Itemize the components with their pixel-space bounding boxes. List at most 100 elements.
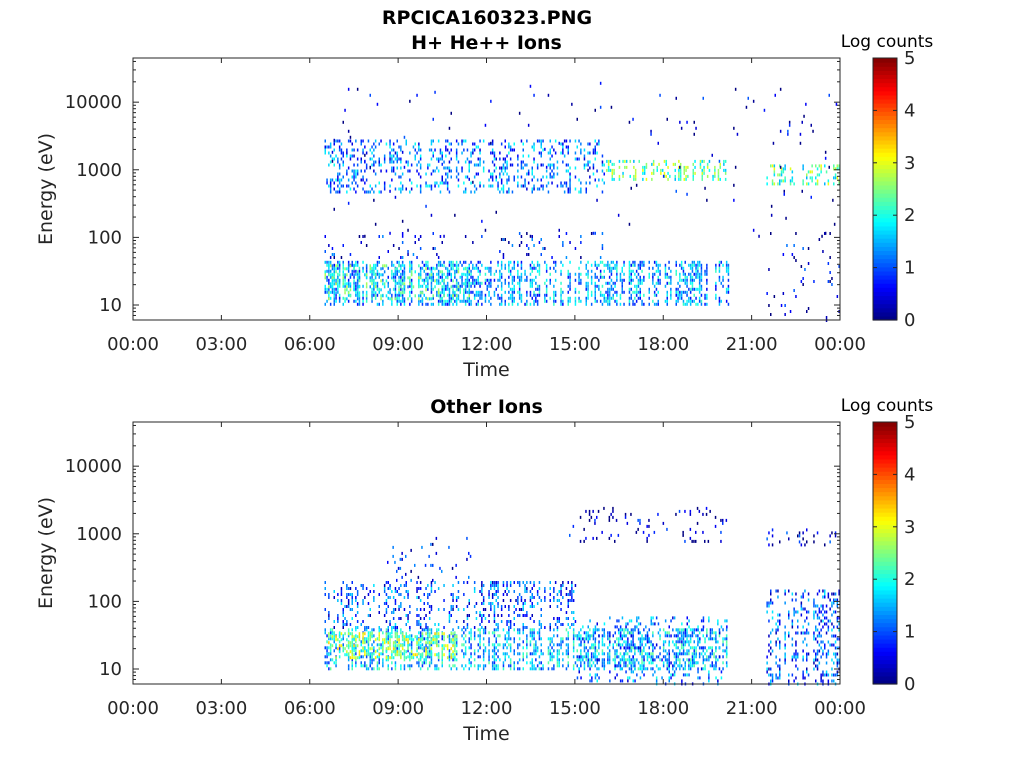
panel1-cell	[674, 174, 676, 178]
panel1-cell	[365, 190, 368, 194]
panel2-cell	[495, 664, 497, 668]
panel2-cell	[517, 652, 519, 656]
panel1-cell	[425, 272, 427, 276]
panel1-cell	[506, 178, 508, 182]
panel1-cell	[347, 260, 350, 264]
panel2-cell	[617, 533, 620, 537]
panel1-cell	[674, 177, 676, 181]
panel2-cell	[367, 634, 370, 638]
panel2-cell	[542, 664, 544, 668]
panel1-cell	[788, 123, 791, 127]
panel2-cell	[416, 590, 418, 593]
panel1-cell	[693, 287, 695, 291]
panel1-cell	[362, 296, 364, 300]
panel2-cell	[666, 527, 668, 531]
panel2-cell	[333, 596, 335, 599]
panel2-cell	[641, 661, 643, 665]
panel1-cell	[508, 190, 510, 194]
panel1-cell	[391, 178, 393, 182]
panel2-cell	[540, 667, 542, 671]
panel1-cell	[601, 275, 604, 279]
panel1-cell	[337, 279, 339, 283]
panel2-cell	[337, 617, 339, 620]
panel1-cell	[517, 272, 519, 276]
panel2-cell	[391, 631, 393, 635]
panel2-cell	[454, 641, 456, 645]
panel1-cell	[549, 166, 551, 170]
panel2-cell	[371, 656, 373, 660]
panel2-cell	[398, 635, 400, 639]
panel1-cell	[427, 166, 429, 170]
panel1-cell	[358, 299, 361, 303]
panel1-cell	[508, 275, 510, 279]
panel2-cell	[385, 608, 388, 611]
panel2-cell	[648, 661, 650, 665]
panel2-cell	[639, 521, 641, 525]
panel1-cell	[396, 296, 398, 300]
panel1-cell	[702, 96, 704, 100]
panel1-cell	[616, 275, 618, 279]
panel1-cell	[419, 291, 422, 295]
panel1-cell	[401, 278, 404, 282]
panel2-cell	[601, 530, 603, 534]
panel1-cell	[701, 174, 703, 178]
panel1-cell	[607, 263, 609, 267]
panel1-cell	[432, 294, 434, 298]
panel2-cell	[400, 664, 402, 668]
panel2-cell	[549, 655, 551, 659]
panel2-cell	[362, 587, 364, 590]
panel1-cell	[607, 299, 609, 303]
panel2-cell	[400, 617, 402, 620]
panel1-cell	[355, 272, 357, 276]
panel1-cell	[608, 302, 611, 306]
panel1-cell	[706, 287, 708, 291]
panel1-cell	[358, 302, 361, 306]
panel1-cell	[585, 187, 587, 191]
panel1-cell	[490, 284, 492, 288]
panel1-cell	[380, 139, 382, 143]
panel1-cell	[362, 266, 364, 270]
panel2-cell	[529, 628, 532, 632]
panel1-cell	[385, 142, 388, 146]
panel2-cell	[351, 653, 353, 657]
panel1-cell	[563, 154, 566, 158]
panel2-cell	[495, 599, 497, 602]
panel1-cell	[585, 163, 587, 167]
panel1-cell	[394, 279, 397, 283]
panel2-cell	[493, 611, 496, 614]
panel1-cell	[811, 176, 813, 180]
panel2-cell	[356, 635, 359, 639]
panel1-cell	[491, 172, 494, 176]
panel1-cell	[353, 264, 355, 268]
panel2-cell	[632, 661, 634, 665]
panel2-cell	[688, 652, 690, 656]
panel2-cell	[351, 581, 353, 584]
panel1-cell	[590, 293, 593, 297]
panel2-cell	[400, 584, 402, 587]
panel2-cell	[346, 623, 348, 626]
panel1-cell	[645, 165, 648, 169]
panel1-cell	[466, 290, 469, 294]
panel1-cell	[763, 108, 766, 112]
panel2-cell	[589, 658, 591, 662]
panel2-cell	[565, 587, 568, 590]
panel1-cell	[806, 310, 808, 313]
panel2-cell	[425, 650, 427, 654]
panel1-cell	[353, 285, 355, 289]
panel2-cell	[362, 632, 364, 636]
panel2-cell	[691, 539, 693, 543]
panel1-cell	[450, 296, 452, 300]
panel2-cell	[342, 634, 344, 638]
panel2-cell	[398, 641, 400, 645]
panel1-cell	[401, 260, 404, 264]
panel1-cell	[592, 163, 595, 167]
panel2-cell	[518, 667, 521, 671]
panel2-cell	[625, 649, 627, 653]
panel1-cell	[578, 299, 580, 303]
panel1-cell	[342, 266, 344, 270]
panel2-cell	[328, 637, 330, 641]
panel1-cell	[664, 275, 667, 279]
panel1-cell	[679, 290, 681, 294]
panel2-spectrogram-cells	[324, 506, 840, 686]
panel1-cell	[473, 175, 476, 179]
